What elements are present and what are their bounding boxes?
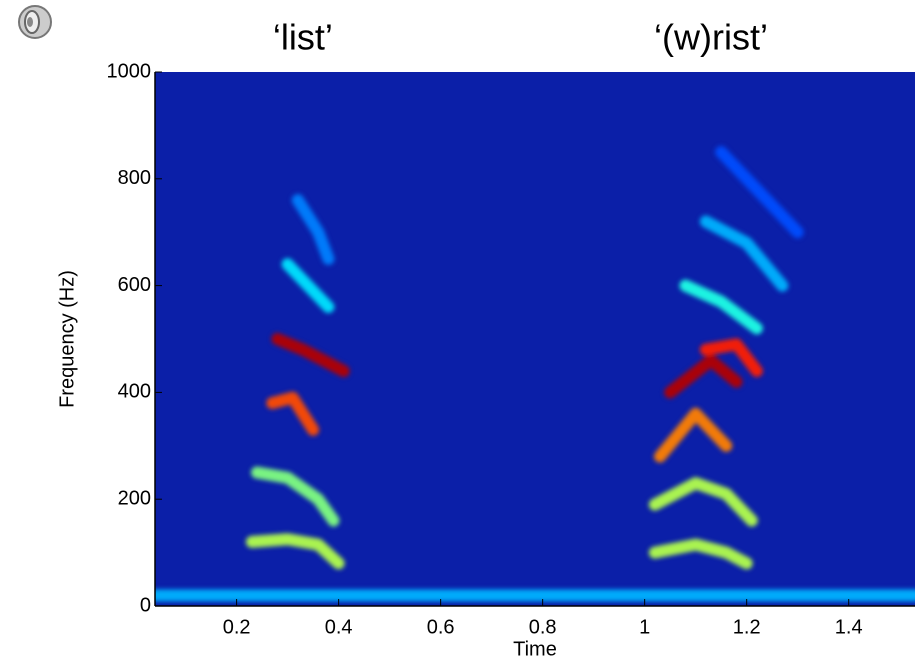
harmonic-track <box>245 533 345 570</box>
harmonic-track <box>715 146 804 239</box>
harmonic-track <box>266 391 320 436</box>
harmonic-track <box>648 477 758 527</box>
harmonic-track <box>291 194 335 265</box>
y-tick-label: 800 <box>118 167 151 189</box>
harmonic-track <box>664 354 743 399</box>
harmonic-track <box>281 258 335 313</box>
harmonic-track <box>653 407 733 463</box>
harmonic-track <box>251 466 340 527</box>
annotation: ‘(w)rist’ <box>654 17 768 58</box>
y-axis-label: Frequency (Hz) <box>56 270 78 408</box>
x-tick-label: 1.2 <box>733 616 761 638</box>
harmonic-track <box>699 215 789 292</box>
y-tick-label: 600 <box>118 274 151 296</box>
harmonic-track <box>648 538 753 570</box>
x-tick-label: 1.4 <box>835 616 863 638</box>
y-tick-label: 1000 <box>107 60 152 82</box>
x-tick-label: 0.2 <box>223 616 251 638</box>
harmonic-track <box>679 279 763 335</box>
harmonic-track <box>699 338 763 378</box>
x-tick-label: 0.6 <box>427 616 455 638</box>
x-tick-label: 1 <box>639 616 650 638</box>
spectrogram-tracks <box>155 146 915 602</box>
x-tick-label: 0.4 <box>325 616 353 638</box>
x-tick-label: 0.8 <box>529 616 557 638</box>
y-tick-label: 400 <box>118 381 151 403</box>
y-tick-label: 200 <box>118 487 151 509</box>
harmonic-track <box>271 333 350 378</box>
speaker-icon[interactable] <box>18 5 52 39</box>
annotation: ‘list’ <box>273 17 333 58</box>
y-tick-label: 0 <box>140 594 151 616</box>
x-axis-label: Time <box>513 638 557 660</box>
spectrogram-background <box>155 72 915 606</box>
